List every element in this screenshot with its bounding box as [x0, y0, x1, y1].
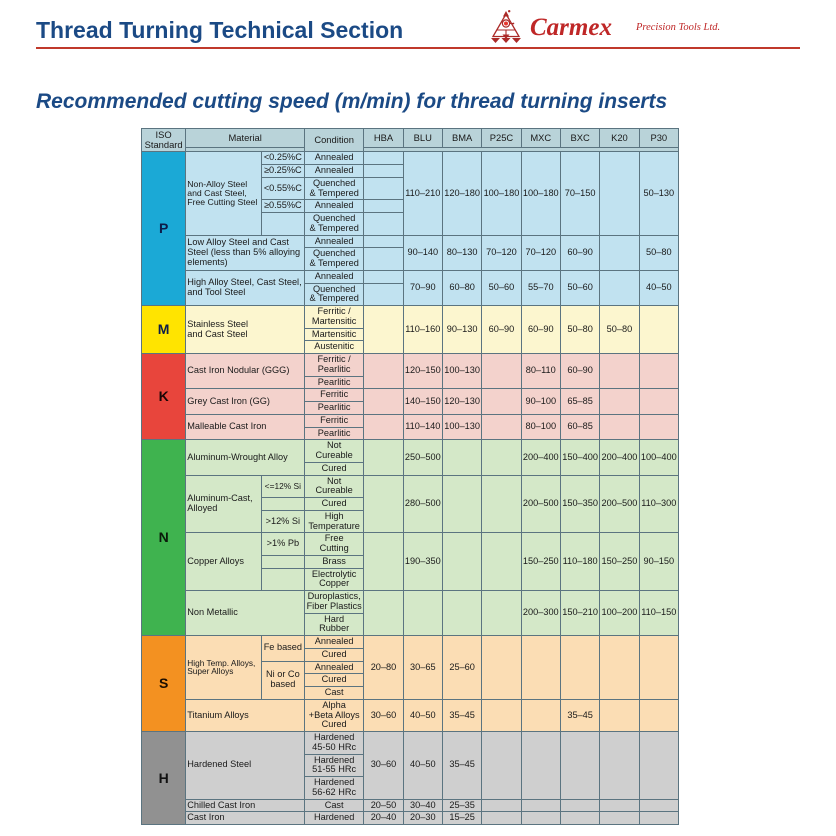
- svg-text:Precision Tools Ltd.: Precision Tools Ltd.: [635, 22, 720, 33]
- svg-text:Carmex: Carmex: [530, 14, 612, 41]
